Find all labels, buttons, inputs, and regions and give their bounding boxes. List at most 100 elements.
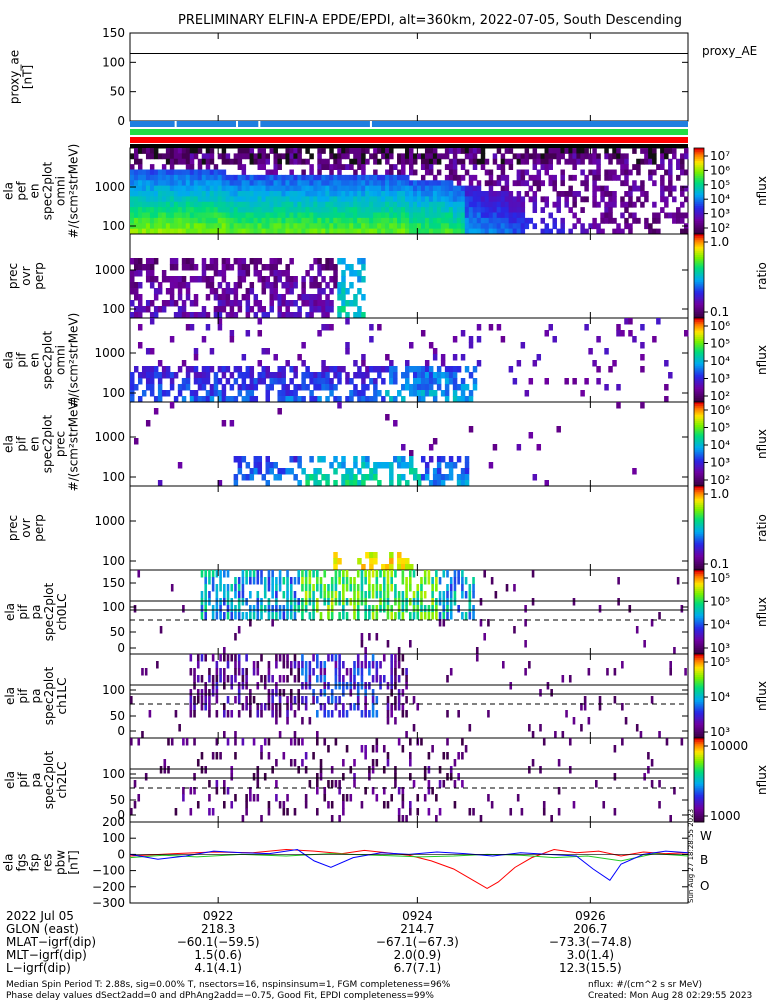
heatmap-cell — [337, 201, 342, 208]
heatmap-cell — [584, 153, 589, 160]
heatmap-cell — [357, 212, 362, 219]
heatmap-cell — [267, 675, 271, 683]
heatmap-cell — [234, 577, 237, 585]
heatmap-cell — [204, 703, 208, 711]
heatmap-cell — [650, 780, 654, 788]
heatmap-cell — [389, 217, 394, 224]
heatmap-cell — [325, 207, 330, 213]
heatmap-cell — [223, 654, 226, 662]
heatmap-cell — [241, 577, 245, 585]
heatmap-cell — [289, 456, 294, 463]
heatmap-cell — [379, 661, 382, 669]
heatmap-cell — [293, 759, 297, 767]
heatmap-cell — [265, 390, 270, 397]
heatmap-cell — [321, 217, 326, 224]
heatmap-cell — [149, 148, 155, 154]
heatmap-cell — [285, 223, 290, 230]
heatmap-cell — [464, 153, 470, 160]
heatmap-cell — [265, 217, 270, 224]
ylabel-line: fgs — [15, 853, 29, 871]
panel-frame — [129, 485, 689, 571]
heatmap-cell — [241, 191, 247, 197]
heatmap-cell — [424, 360, 430, 367]
panel-10: ela fgs fsp res pbw [nT]2001000−100−200−300WB… — [2, 815, 713, 910]
heatmap-cell — [261, 372, 267, 379]
heatmap-cell — [338, 654, 341, 662]
heatmap-cell — [269, 372, 274, 379]
heatmap-cell — [229, 306, 235, 313]
heatmap-cell — [297, 661, 301, 669]
colorbar-step — [694, 555, 704, 558]
heatmap-cell — [496, 228, 502, 235]
heatmap-cell — [321, 378, 326, 385]
colorbar-step — [694, 454, 704, 458]
heatmap-cell — [361, 196, 366, 203]
heatmap-cell — [241, 276, 247, 283]
heatmap-cell — [237, 366, 243, 373]
heatmap-cell — [375, 591, 379, 599]
heatmap-cell — [373, 468, 378, 475]
heatmap-cell — [257, 191, 263, 197]
heatmap-cell — [361, 153, 366, 160]
heatmap-cell — [353, 312, 358, 319]
heatmap-cell — [394, 766, 397, 774]
heatmap-cell — [161, 390, 167, 397]
colorbar-tick-label: 10² — [710, 473, 730, 487]
heatmap-cell — [269, 228, 274, 235]
heatmap-cell — [592, 196, 597, 203]
heatmap-cell — [532, 153, 538, 160]
heatmap-cell — [201, 384, 207, 391]
heatmap-cell — [229, 196, 235, 203]
heatmap-cell — [313, 468, 318, 475]
heatmap-cell — [624, 164, 629, 170]
heatmap-cell — [512, 212, 518, 219]
heatmap-cell — [554, 731, 557, 739]
heatmap-cell — [369, 201, 374, 208]
heatmap-cell — [560, 153, 565, 160]
heatmap-cell — [137, 372, 143, 379]
colorbar-step — [694, 496, 704, 500]
heatmap-cell — [285, 390, 290, 397]
heatmap-cell — [456, 185, 462, 192]
heatmap-cell — [382, 577, 386, 585]
heatmap-cell — [181, 207, 187, 213]
heatmap-cell — [301, 180, 306, 187]
heatmap-cell — [289, 288, 294, 295]
colorbar-step — [694, 677, 704, 680]
heatmap-cell — [221, 201, 227, 208]
heatmap-cell — [516, 158, 522, 165]
heatmap-cell — [345, 710, 349, 718]
colorbar-step — [694, 584, 704, 588]
heatmap-cell — [269, 270, 274, 277]
heatmap-cell — [444, 207, 450, 213]
legend-entry: proxy_AE — [702, 44, 757, 58]
colorbar-step — [694, 395, 704, 399]
colorbar-tick-label: 10³ — [710, 456, 730, 470]
heatmap-cell — [353, 196, 358, 203]
heatmap-cell — [337, 306, 342, 313]
heatmap-cell — [205, 294, 211, 301]
heatmap-cell — [278, 577, 282, 585]
heatmap-cell — [568, 158, 573, 165]
heatmap-cell — [321, 228, 326, 235]
heatmap-cell — [345, 745, 349, 753]
heatmap-cell — [261, 164, 267, 170]
heatmap-cell — [640, 148, 645, 154]
heatmap-cell — [177, 174, 183, 181]
heatmap-cell — [456, 196, 462, 203]
heatmap-cell — [304, 598, 308, 606]
heatmap-cell — [371, 605, 375, 613]
heatmap-cell — [449, 584, 453, 592]
heatmap-cell — [245, 668, 248, 676]
heatmap-cell — [401, 217, 406, 224]
heatmap-cell — [449, 612, 453, 620]
xaxis-row-value: 1.5(0.6) — [194, 948, 242, 962]
heatmap-cell — [532, 164, 538, 170]
heatmap-cell — [424, 207, 430, 213]
heatmap-cell — [480, 196, 486, 203]
heatmap-cell — [664, 360, 669, 367]
heatmap-cell — [624, 158, 629, 165]
heatmap-cell — [504, 228, 510, 235]
heatmap-cell — [342, 570, 345, 578]
heatmap-cell — [550, 689, 553, 697]
